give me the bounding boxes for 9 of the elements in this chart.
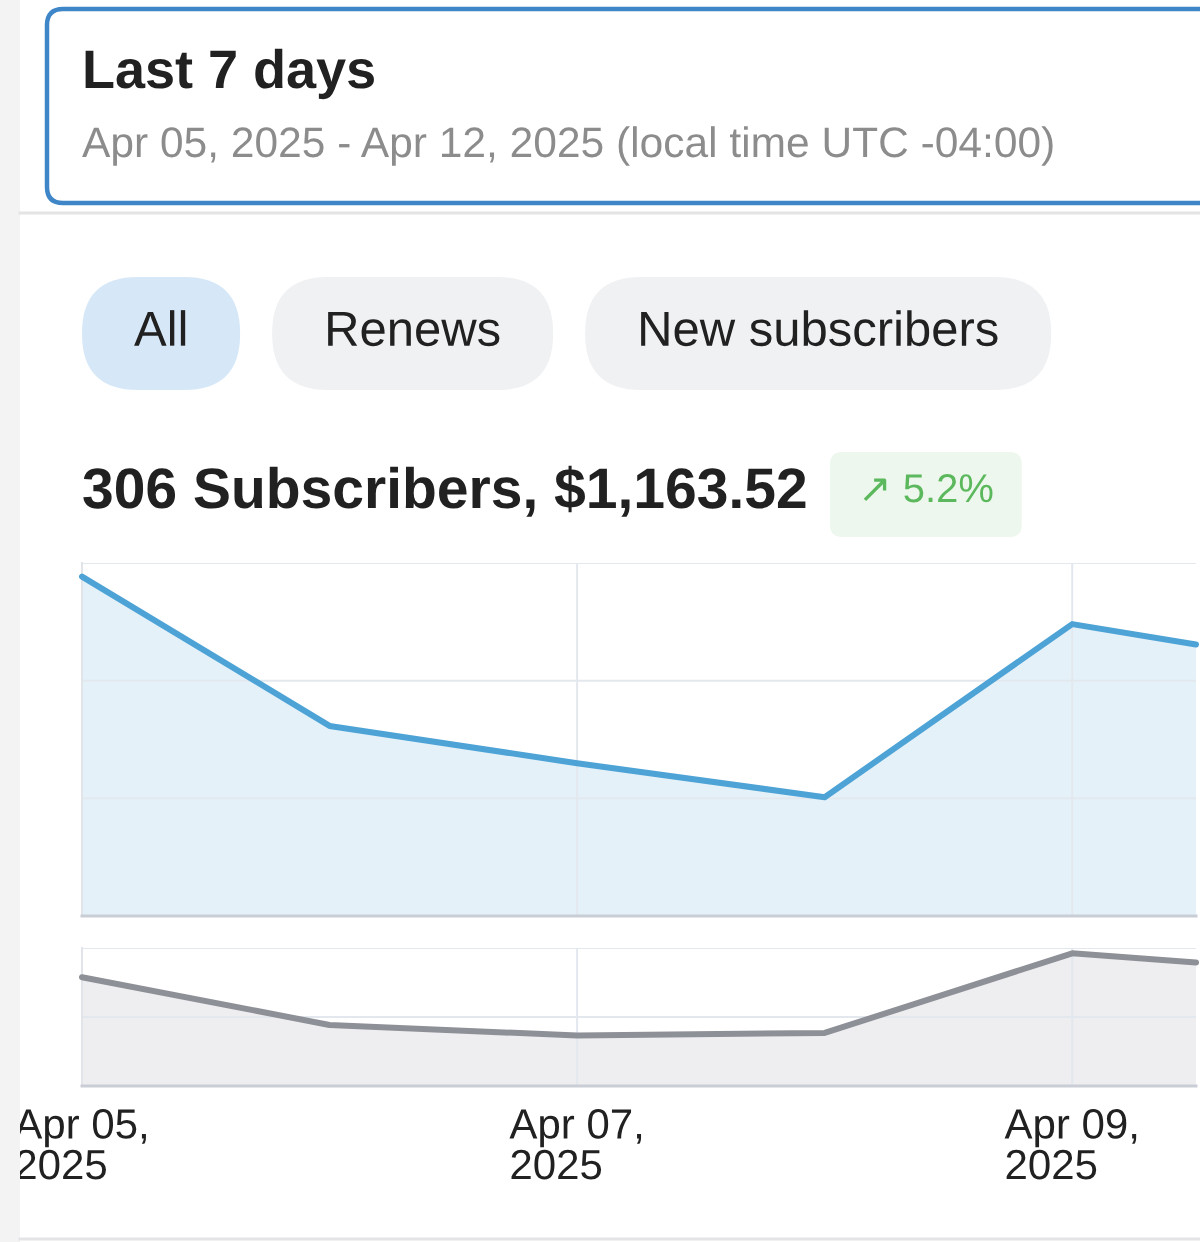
text: All xyxy=(134,310,186,346)
x-tick-label: Apr 07, 2025 xyxy=(509,1109,642,1180)
text: Last 7 days xyxy=(85,48,374,100)
text: Renews xyxy=(328,311,500,347)
x-tick-label: Apr 09, 2025 xyxy=(1004,1109,1137,1180)
text: Apr 05, 2025 - Apr 12, 2025 (local time UTC -04:00) xyxy=(82,126,1053,166)
text: ↗ 5.2% xyxy=(863,474,993,503)
chart-title: 306 Subscribers, $1,163.52 xyxy=(83,465,806,517)
text: New subscribers xyxy=(641,310,998,347)
